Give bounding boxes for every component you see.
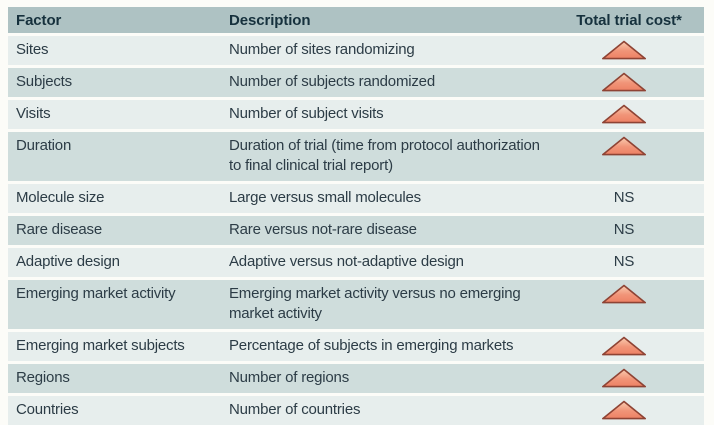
triangle-up-icon: [601, 104, 647, 124]
trial-cost-figure: Factor Description Total trial cost* Sit…: [8, 7, 704, 425]
factor-cell: Emerging market activity: [16, 285, 176, 302]
table-row: Rare disease Rare versus not-rare diseas…: [8, 216, 704, 245]
description-cell: Percentage of subjects in emerging marke…: [229, 337, 514, 354]
triangle-up-icon: [601, 40, 647, 60]
cost-cell: [560, 104, 704, 124]
factor-cell: Molecule size: [16, 189, 105, 206]
table-row: Regions Number of regions: [8, 364, 704, 393]
description-cell: Number of regions: [229, 369, 349, 386]
table-row: Visits Number of subject visits: [8, 100, 704, 129]
cost-cell: NS: [560, 252, 704, 272]
factor-cell: Sites: [16, 41, 49, 58]
description-cell: Number of countries: [229, 401, 361, 418]
description-cell: Number of subject visits: [229, 105, 384, 122]
factor-cell: Visits: [16, 105, 51, 122]
cost-cell: [560, 336, 704, 356]
not-significant-label: NS: [613, 221, 635, 238]
table-row: Subjects Number of subjects randomized: [8, 68, 704, 97]
table-row: Adaptive design Adaptive versus not-adap…: [8, 248, 704, 277]
triangle-up-icon: [601, 136, 647, 156]
factor-cell: Duration: [16, 137, 72, 154]
description-cell: Number of sites randomizing: [229, 41, 415, 58]
cost-cell: NS: [560, 188, 704, 208]
column-header-description: Description: [229, 11, 311, 29]
table-header-row: Factor Description Total trial cost*: [8, 7, 704, 33]
table-row: Emerging market activity Emerging market…: [8, 280, 704, 329]
not-significant-label: NS: [613, 253, 635, 270]
table-row: Sites Number of sites randomizing: [8, 36, 704, 65]
table-row: Molecule size Large versus small molecul…: [8, 184, 704, 213]
description-cell: Duration of trial (time from protocol au…: [229, 137, 540, 174]
trial-cost-table: Factor Description Total trial cost* Sit…: [8, 7, 704, 425]
description-cell: Large versus small molecules: [229, 189, 421, 206]
triangle-up-icon: [601, 336, 647, 356]
cost-cell: [560, 72, 704, 92]
description-cell: Adaptive versus not-adaptive design: [229, 253, 464, 270]
column-header-total-trial-cost: Total trial cost*: [576, 11, 682, 29]
cost-cell: [560, 136, 704, 156]
not-significant-label: NS: [613, 189, 635, 206]
factor-cell: Regions: [16, 369, 70, 386]
factor-cell: Countries: [16, 401, 79, 418]
table-row: Emerging market subjects Percentage of s…: [8, 332, 704, 361]
column-header-factor: Factor: [16, 11, 62, 29]
factor-cell: Emerging market subjects: [16, 337, 185, 354]
cost-cell: [560, 400, 704, 420]
cost-cell: NS: [560, 220, 704, 240]
factor-cell: Rare disease: [16, 221, 102, 238]
cost-cell: [560, 368, 704, 388]
triangle-up-icon: [601, 72, 647, 92]
triangle-up-icon: [601, 284, 647, 304]
table-row: Duration Duration of trial (time from pr…: [8, 132, 704, 181]
triangle-up-icon: [601, 368, 647, 388]
description-cell: Rare versus not-rare disease: [229, 221, 417, 238]
factor-cell: Subjects: [16, 73, 72, 90]
factor-cell: Adaptive design: [16, 253, 120, 270]
description-cell: Emerging market activity versus no emerg…: [229, 285, 521, 322]
table-row: Countries Number of countries: [8, 396, 704, 425]
triangle-up-icon: [601, 400, 647, 420]
description-cell: Number of subjects randomized: [229, 73, 435, 90]
cost-cell: [560, 40, 704, 60]
cost-cell: [560, 284, 704, 304]
